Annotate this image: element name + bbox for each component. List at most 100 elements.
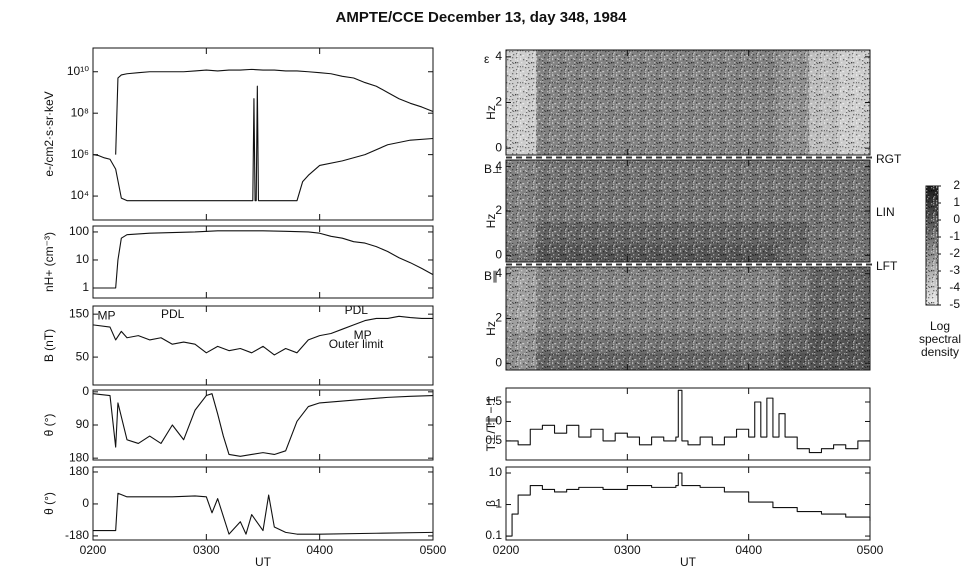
separator-dash: [556, 263, 562, 266]
y-tick-label: 10⁸: [71, 105, 89, 119]
separator-dash: [676, 263, 682, 266]
data-line: [93, 230, 434, 289]
x-tick-label: 0300: [614, 543, 641, 557]
separator-dash: [616, 156, 622, 159]
separator-dash: [566, 263, 572, 266]
separator-dash: [766, 263, 772, 266]
separator-dash: [796, 156, 802, 159]
y-tick-label: 4: [495, 49, 502, 63]
separator-dash: [746, 263, 752, 266]
separator-dash: [596, 263, 602, 266]
colorbar-label: density: [921, 345, 959, 359]
separator-dash: [636, 156, 642, 159]
separator-dash: [536, 263, 542, 266]
y-axis-label: B (nT): [42, 329, 56, 362]
y-tick-label: 4: [495, 159, 502, 173]
separator-dash: [776, 263, 782, 266]
separator-dash: [746, 156, 752, 159]
y-tick-label: 90: [76, 417, 90, 431]
separator-dash: [726, 263, 732, 266]
colorbar-label: spectral: [919, 332, 961, 346]
separator-dash: [666, 156, 672, 159]
separator-dash: [556, 156, 562, 159]
annotation: PDL: [345, 303, 369, 317]
x-tick-label: 0400: [735, 543, 762, 557]
annotation: Outer limit: [329, 337, 384, 351]
separator-dash: [656, 263, 662, 266]
colorbar-label: Log: [930, 319, 950, 333]
separator-dash: [856, 263, 862, 266]
data-line: [92, 85, 434, 202]
separator-dash: [736, 263, 742, 266]
separator-dash: [586, 263, 592, 266]
mode-label: LIN: [876, 205, 895, 219]
separator-dash: [606, 263, 612, 266]
separator-dash: [586, 156, 592, 159]
panel-frame: [92, 225, 434, 299]
y-tick-label: 10: [489, 465, 503, 479]
separator-dash: [716, 263, 722, 266]
y-axis-label: Hz: [484, 105, 498, 120]
y-tick-label: 10: [76, 252, 90, 266]
x-tick-label: 0200: [80, 543, 107, 557]
y-axis-label: θ (°): [42, 414, 56, 437]
separator-dash: [786, 263, 792, 266]
separator-dash: [846, 263, 852, 266]
separator-dash: [796, 263, 802, 266]
separator-dash: [826, 263, 832, 266]
annotation: MP: [98, 308, 116, 322]
colorbar-tick-label: -2: [949, 246, 960, 260]
mode-label: RGT: [876, 152, 902, 166]
panel-label: ε: [484, 52, 490, 66]
y-tick-label: -180: [65, 528, 89, 542]
panel-label: B∥: [484, 269, 498, 283]
separator-dash: [676, 156, 682, 159]
panel-frame: [92, 389, 434, 461]
y-tick-label: 0.5: [485, 433, 502, 447]
colorbar-tick-label: -5: [949, 297, 960, 311]
separator-dash: [706, 263, 712, 266]
y-tick-label: 2: [495, 95, 502, 109]
y-tick-label: 0: [82, 384, 89, 398]
data-line: [115, 68, 434, 155]
separator-dash: [616, 263, 622, 266]
y-tick-label: 2: [495, 203, 502, 217]
separator-dash: [806, 156, 812, 159]
y-tick-label: 1.5: [485, 394, 502, 408]
separator-dash: [516, 156, 522, 159]
x-tick-label: 0500: [420, 543, 447, 557]
separator-dash: [526, 156, 532, 159]
y-tick-label: 50: [76, 349, 90, 363]
separator-dash: [856, 156, 862, 159]
separator-dash: [706, 156, 712, 159]
separator-dash: [506, 156, 512, 159]
separator-dash: [696, 156, 702, 159]
y-axis-label: β: [484, 500, 498, 507]
panel-frame: [92, 305, 434, 386]
separator-dash: [826, 156, 832, 159]
separator-dash: [846, 156, 852, 159]
separator-dash: [576, 156, 582, 159]
mode-label: LFT: [876, 259, 898, 273]
y-tick-label: 180: [69, 464, 89, 478]
x-axis-label: UT: [680, 555, 697, 569]
separator-dash: [866, 263, 872, 266]
separator-dash: [866, 156, 872, 159]
panel-frame: [505, 387, 871, 461]
separator-dash: [696, 263, 702, 266]
y-tick-label: 1.0: [485, 414, 502, 428]
separator-dash: [626, 263, 632, 266]
separator-dash: [776, 156, 782, 159]
colorbar-tick-label: -1: [949, 229, 960, 243]
x-axis-label: UT: [255, 555, 272, 569]
annotation: MP: [354, 328, 372, 342]
colorbar-tick-label: 1: [953, 195, 960, 209]
y-axis-label: Hz: [484, 321, 498, 336]
separator-dash: [656, 156, 662, 159]
separator-dash: [736, 156, 742, 159]
y-axis-label: Hz: [484, 214, 498, 229]
